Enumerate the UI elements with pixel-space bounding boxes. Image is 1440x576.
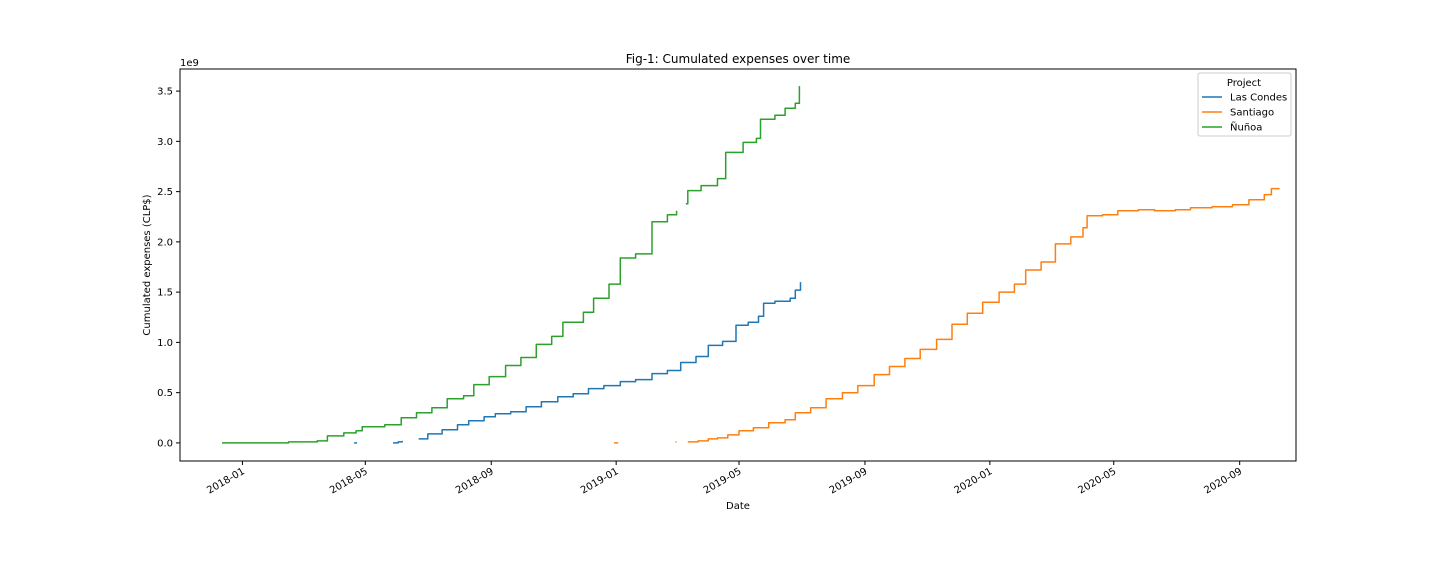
series-line-2-segment-0: [222, 210, 678, 444]
y-tick-label: 0.5: [157, 388, 173, 399]
y-tick-label: 1.5: [157, 288, 173, 299]
series-line-2-segment-1: [685, 86, 801, 205]
y-tick-label: 3.0: [157, 137, 173, 148]
legend-box: [1197, 72, 1292, 137]
legend-entry-label: Las Condes: [1230, 93, 1287, 104]
y-tick-label: 2.5: [157, 187, 173, 198]
y-axis-label: Cumulated expenses (CLP$): [142, 194, 153, 335]
y-tick-label: 2.0: [157, 237, 173, 248]
y-tick-label: 3.5: [157, 87, 173, 98]
y-tick-label: 1.0: [157, 338, 173, 349]
chart-title: Fig-1: Cumulated expenses over time: [626, 52, 851, 66]
series-line-0-segment-1: [393, 440, 403, 444]
y-tick-label: 0.0: [157, 438, 173, 449]
legend-entry-label: Santiago: [1230, 108, 1274, 119]
legend-entry-label: Ñuñoa: [1230, 121, 1262, 134]
y-offset-label: 1e9: [180, 58, 199, 69]
y-axis: 0.0 0.5 1.0 1.5 2.0 2.5 3.0 3.5: [157, 87, 180, 449]
plot-frame: [179, 68, 1297, 462]
x-axis-label: Date: [726, 501, 750, 512]
series-line-0-segment-2: [418, 282, 802, 440]
legend-title: Project: [1227, 78, 1261, 89]
plot-lines: [222, 86, 1280, 444]
legend: Project Las Condes Santiago Ñuñoa: [1197, 72, 1292, 137]
series-line-1-segment-2: [687, 187, 1280, 443]
